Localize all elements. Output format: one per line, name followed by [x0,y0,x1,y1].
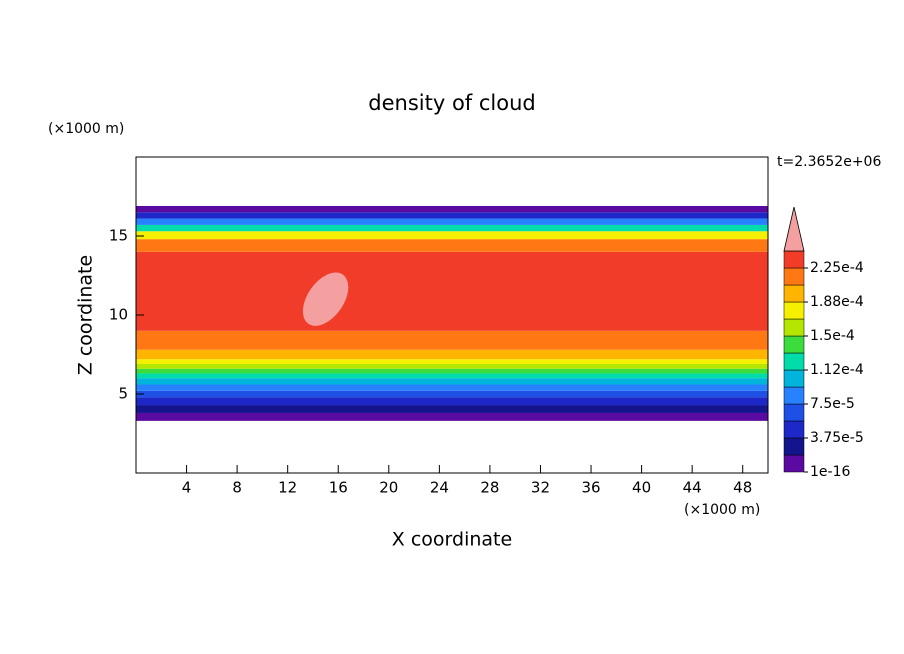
x-tick-label: 8 [232,479,242,497]
y-unit: (×1000 m) [48,121,124,137]
x-tick-label: 24 [430,479,449,497]
contour-band [136,212,768,219]
x-tick-label: 28 [480,479,499,497]
x-tick-label: 32 [531,479,550,497]
colorbar-tick-label: 7.5e-5 [810,396,855,412]
x-tick-label: 20 [379,479,398,497]
time-label: t=2.3652e+06 [777,154,881,170]
contour-band [136,218,768,225]
x-tick-label: 4 [182,479,192,497]
colorbar-box [783,437,805,456]
contour-band [136,405,768,413]
contour-band [136,384,768,391]
colorbar-box [783,403,805,422]
contour-band [136,349,768,360]
colorbar-box [783,250,805,269]
colorbar-box [783,420,805,439]
x-tick-label: 16 [329,479,348,497]
contour-band [136,378,768,385]
colorbar: 1e-16 3.75e-5 7.5e-5 1.12e-4 1.5e-4 1.88e-4 2.… [783,206,864,480]
colorbar-box [783,454,805,473]
contour-band [136,239,768,252]
contour-band [136,251,768,331]
colorbar-box [783,267,805,286]
y-tick-label: 5 [118,385,128,403]
y-tick-label: 15 [109,227,128,245]
x-tick-label: 12 [278,479,297,497]
colorbar-box [783,335,805,354]
contour-band [136,390,768,398]
contour-band [136,373,768,379]
colorbar-extend [783,206,805,252]
x-tick-label: 48 [733,479,752,497]
x-tick-label: 36 [581,479,600,497]
contour-band [136,205,768,213]
x-axis-title: X coordinate [392,529,512,551]
contour-band [136,397,768,406]
x-tick-label: 44 [683,479,702,497]
colorbar-box [783,352,805,371]
y-axis-title: Z coordinate [75,255,97,375]
x-tick-label: 40 [632,479,651,497]
colorbar-tick-label: 3.75e-5 [810,430,864,446]
contour-band [136,224,768,232]
colorbar-box [783,301,805,320]
colorbar-tick-label: 1.12e-4 [810,362,864,378]
colorbar-box [783,284,805,303]
x-unit: (×1000 m) [684,502,760,518]
chart-title: density of cloud [368,91,535,115]
contour-band [136,231,768,240]
colorbar-box [783,318,805,337]
colorbar-box [783,369,805,388]
colorbar-tick-label: 1e-16 [810,464,850,480]
contour-band [136,363,768,369]
colorbar-tick-label: 1.5e-4 [810,328,855,344]
contour-band [136,368,768,374]
colorbar-tick-label: 1.88e-4 [810,294,864,310]
contour-band [136,330,768,350]
colorbar-box [783,386,805,405]
contour-band [136,412,768,421]
contour-peak [302,272,349,326]
colorbar-tick-label: 2.25e-4 [810,260,864,276]
contour-band [136,359,768,364]
plot-area [136,205,768,421]
y-tick-label: 10 [109,306,128,324]
